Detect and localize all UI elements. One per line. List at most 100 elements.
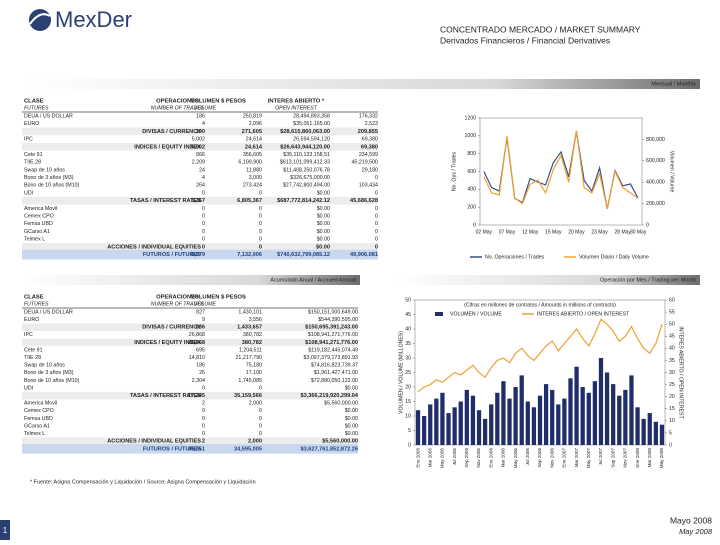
table-cell: 0 bbox=[202, 190, 205, 196]
x-tick-label: May 2007 bbox=[586, 448, 591, 469]
table-cell: 26 bbox=[199, 370, 205, 376]
column-subheader: NUMBER OF TRADES bbox=[151, 301, 205, 307]
table-cell: $0.00 bbox=[345, 416, 358, 422]
table-cell: $11,408,250,076.78 bbox=[283, 167, 330, 173]
column-header: $ PESOS bbox=[221, 295, 246, 301]
total-cell: $740,632,799,085.12 bbox=[277, 252, 330, 258]
table-cell: 695 bbox=[196, 347, 205, 353]
table-cell: 0 bbox=[259, 214, 262, 220]
bar bbox=[482, 418, 488, 445]
y2-tick-label: 600,000 bbox=[646, 158, 665, 164]
table-cell: 26,594,594,120 bbox=[293, 137, 330, 143]
y-tick-label: 0 bbox=[408, 442, 411, 448]
bar bbox=[525, 401, 530, 445]
table-cell: UDI bbox=[24, 190, 33, 196]
table-cell: 9 bbox=[202, 317, 205, 323]
x-tick-label: 23 May bbox=[591, 229, 608, 235]
subtotal-cell: $0.00 bbox=[316, 244, 330, 250]
subtotal-cell: $3,366,219,920,299.04 bbox=[300, 393, 358, 399]
footer-date: Mayo 2008 bbox=[670, 515, 712, 525]
series-line bbox=[417, 318, 663, 393]
y-tick-label: 10 bbox=[405, 413, 411, 419]
bar bbox=[428, 404, 433, 445]
subtotal-cell: ACCIONES / INDIVIDUAL EQUITIES bbox=[107, 244, 201, 250]
table-cell: UDI bbox=[24, 385, 33, 391]
y2-tick-label: 35 bbox=[669, 358, 675, 364]
table-cell: 0 bbox=[375, 190, 378, 196]
bar bbox=[434, 398, 439, 445]
table-cell: 0 bbox=[202, 416, 205, 422]
table-cell: 1,204,511 bbox=[239, 347, 262, 353]
table-cell: 0 bbox=[202, 237, 205, 243]
table-cell: 0 bbox=[375, 229, 378, 235]
y-tick-label: 1200 bbox=[464, 115, 476, 121]
subtotal-band bbox=[22, 243, 378, 251]
total-cell: FUTUROS / FUTURES bbox=[143, 252, 201, 258]
y2-tick-label: 15 bbox=[669, 406, 675, 412]
y-tick-label: 20 bbox=[405, 384, 411, 390]
x-tick-label: Ene 2005 bbox=[415, 448, 420, 468]
table-cell: 24,614 bbox=[246, 137, 262, 143]
y2-tick-label: 200,000 bbox=[646, 201, 665, 207]
legend-label: VOLUMEN / VOLUME bbox=[450, 311, 502, 317]
column-header: VOLUMEN bbox=[191, 99, 220, 105]
column-header: OPERACIONES bbox=[156, 99, 199, 105]
bar bbox=[556, 404, 561, 445]
x-tick-label: May 2006 bbox=[513, 448, 518, 469]
x-tick-label: 28 May bbox=[615, 229, 632, 235]
bar bbox=[635, 407, 640, 445]
column-subheader: NUMBER OF TRADES bbox=[151, 105, 205, 111]
table-cell: $0.00 bbox=[317, 237, 330, 243]
logo: MexDer bbox=[29, 7, 132, 32]
table-cell: 2,209 bbox=[192, 160, 205, 166]
table-cell: $74,816,823,739.37 bbox=[311, 363, 358, 369]
table-cell: 186 bbox=[196, 363, 205, 369]
column-header: VOLUMEN bbox=[191, 295, 220, 301]
table-cell: TIIE 28 bbox=[24, 160, 41, 166]
table-cell: $0.00 bbox=[345, 431, 358, 437]
table-cell: $5,560,000.00 bbox=[324, 401, 358, 407]
x-tick-label: May 2005 bbox=[440, 448, 445, 469]
bar bbox=[647, 413, 652, 445]
bar bbox=[440, 392, 445, 445]
y-tick-label: 1000 bbox=[464, 133, 476, 139]
band-bar bbox=[22, 275, 360, 285]
band-label: Mensual / Monthly bbox=[651, 81, 696, 87]
table-cell: 1,430,101 bbox=[238, 309, 262, 315]
x-tick-label: Mar 2005 bbox=[427, 448, 432, 468]
table-cell: 356,605 bbox=[243, 152, 262, 158]
table-cell: $0.00 bbox=[345, 408, 358, 414]
bar bbox=[489, 404, 494, 445]
table-cell: 0 bbox=[259, 416, 262, 422]
column-subheader: OPEN INTEREST bbox=[275, 105, 318, 111]
table-cell: $150,151,000,649.00 bbox=[308, 309, 358, 315]
y2-tick-label: 25 bbox=[669, 382, 675, 388]
table-cell: 0 bbox=[202, 408, 205, 414]
table-cell: 2 bbox=[202, 401, 205, 407]
table-cell: 14,810 bbox=[189, 355, 205, 361]
table-cell: $326,675,000.00 bbox=[290, 175, 330, 181]
bar bbox=[586, 392, 591, 445]
legend-label: Volumen Diario / Daily Volume bbox=[579, 254, 649, 260]
bar bbox=[611, 384, 616, 445]
bar bbox=[574, 366, 579, 445]
subtotal-cell: 2 bbox=[202, 439, 205, 445]
logo-swoosh bbox=[29, 13, 51, 25]
total-cell: FUTUROS / FUTURES bbox=[143, 446, 201, 452]
table-cell: $1,961,427,471.00 bbox=[314, 370, 358, 376]
y2-axis-title: INTERES ABIERTO / OPEN INTEREST bbox=[678, 326, 684, 419]
y2-tick-label: 60 bbox=[669, 297, 675, 303]
table-cell: $35,110,133,158.51 bbox=[283, 152, 330, 158]
table-cell: $0.00 bbox=[317, 221, 330, 227]
y2-axis-title: Volumen / Volume bbox=[669, 151, 675, 193]
bar bbox=[592, 381, 598, 445]
table-cell: GCarso A1 bbox=[24, 423, 50, 429]
page-subtitle: Derivados Financieros / Financial Deriva… bbox=[440, 35, 610, 45]
y2-tick-label: 40 bbox=[669, 346, 675, 352]
bar bbox=[415, 410, 421, 445]
x-tick-label: 02 May bbox=[476, 229, 493, 235]
total-cell: 34,595,005 bbox=[234, 446, 262, 452]
bar bbox=[464, 389, 469, 445]
subtotal-cell: INDICES / EQUITY INDEX bbox=[134, 340, 201, 346]
table-cell: $3,097,379,173,891.93 bbox=[304, 355, 359, 361]
